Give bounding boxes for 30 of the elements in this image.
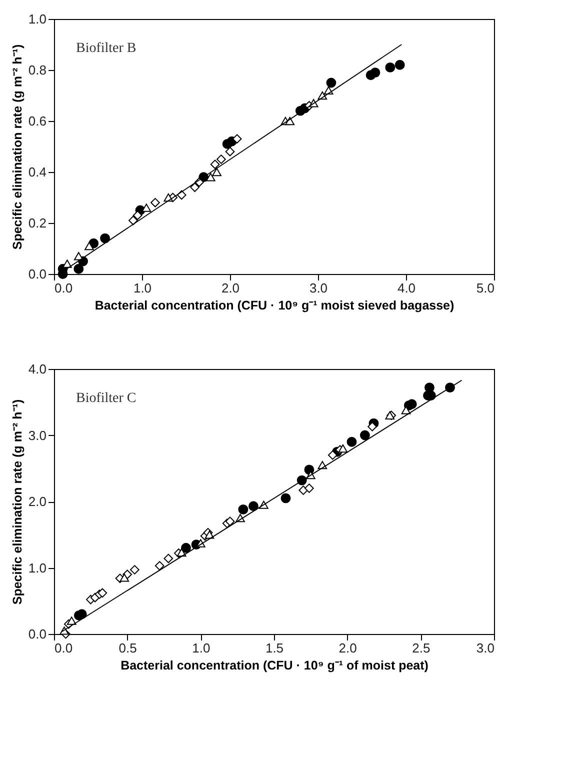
x-tick-label: 4.0: [397, 280, 416, 296]
y-tick-label: 0.4: [28, 164, 46, 180]
x-tick-label: 2.5: [412, 640, 430, 656]
x-axis-title: Bacterial concentration (CFU · 10⁹ g⁻¹ of moist peat): [120, 658, 428, 672]
y-axis-title: Specific elimination rate (g m⁻² h⁻¹): [10, 399, 24, 605]
x-tick-label: 0.5: [118, 640, 137, 656]
y-tick-label: 1.0: [28, 560, 46, 576]
y-tick-label: 2.0: [28, 494, 46, 509]
y-tick-label: 4.0: [28, 362, 46, 376]
x-tick-label: 3.0: [476, 640, 494, 656]
annotation: Biofilter B: [76, 41, 136, 56]
y-tick-label: 1.0: [28, 12, 46, 26]
x-tick-label: 2.0: [338, 640, 357, 656]
y-tick-label: 0.0: [28, 266, 46, 282]
x-tick-label: 2.0: [221, 280, 240, 296]
x-tick-label: 3.0: [309, 280, 328, 296]
y-tick-label: 0.0: [28, 626, 46, 642]
annotation: Biofilter C: [76, 391, 136, 406]
y-tick-label: 0.8: [28, 62, 46, 78]
y-tick-label: 0.2: [28, 216, 46, 230]
x-tick-label: 1.0: [192, 640, 210, 656]
y-axis-title: Specific elimination rate (g m⁻² h⁻¹): [10, 44, 24, 250]
x-tick-label: 1.5: [265, 640, 284, 656]
x-tick-label: 5.0: [476, 280, 494, 296]
x-tick-label: 0.0: [54, 280, 73, 296]
x-tick-label: 1.0: [133, 280, 152, 296]
y-tick-label: 0.6: [28, 114, 46, 128]
x-tick-label: 0.0: [54, 640, 73, 656]
x-axis-title: Bacterial concentration (CFU · 10⁹ g⁻¹ moist sieved bagasse): [94, 298, 454, 312]
y-tick-label: 3.0: [28, 428, 46, 443]
